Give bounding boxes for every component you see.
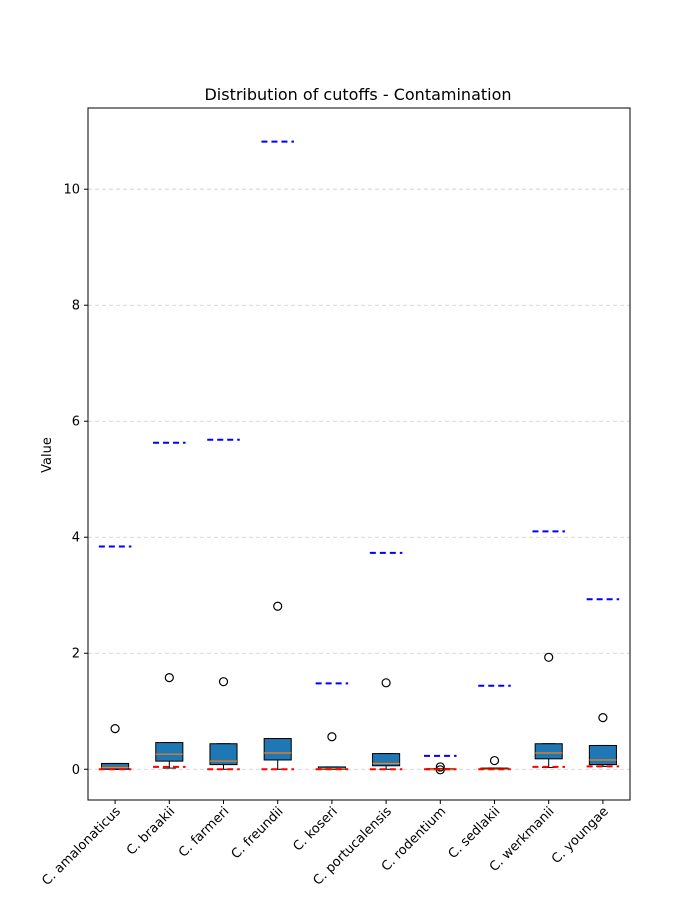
outlier-point [489,755,500,766]
box-group [153,441,186,769]
box-group [532,530,565,769]
box-group [315,682,349,771]
iqr-box [372,753,401,767]
outlier-point [327,732,337,742]
y-tick-label: 2 [72,647,80,662]
outlier-point [435,762,445,772]
box-group [369,551,403,771]
y-tick-label: 10 [63,183,80,198]
outlier-point [381,678,391,688]
iqr-box [155,742,184,762]
iqr-box [534,743,563,760]
plot-frame [87,107,631,801]
outlier-point [544,652,554,662]
iqr-box [263,738,292,761]
outlier-point [110,724,120,734]
y-tick-label: 6 [72,415,80,430]
outlier-point [164,673,174,683]
y-tick-label: 0 [72,763,80,778]
y-axis: 0 2 4 6 8 10 [63,183,88,778]
y-tick-label: 4 [72,531,80,546]
outlier-point [273,601,283,611]
outlier-point [598,713,608,723]
y-gridlines [88,188,630,770]
box-group [261,140,294,771]
iqr-box [588,744,617,766]
outlier-point [218,677,229,687]
box-group [98,545,132,771]
chart-title: Distribution of cutoffs - Contamination [204,85,511,104]
box-group [207,438,240,771]
iqr-box [101,762,130,770]
box-group [478,684,511,771]
plot-marks [98,140,620,775]
y-axis-label: Value [40,437,55,473]
y-tick-label: 8 [72,299,80,314]
iqr-box [209,743,238,766]
box-group [586,598,620,768]
box-group [424,754,457,775]
